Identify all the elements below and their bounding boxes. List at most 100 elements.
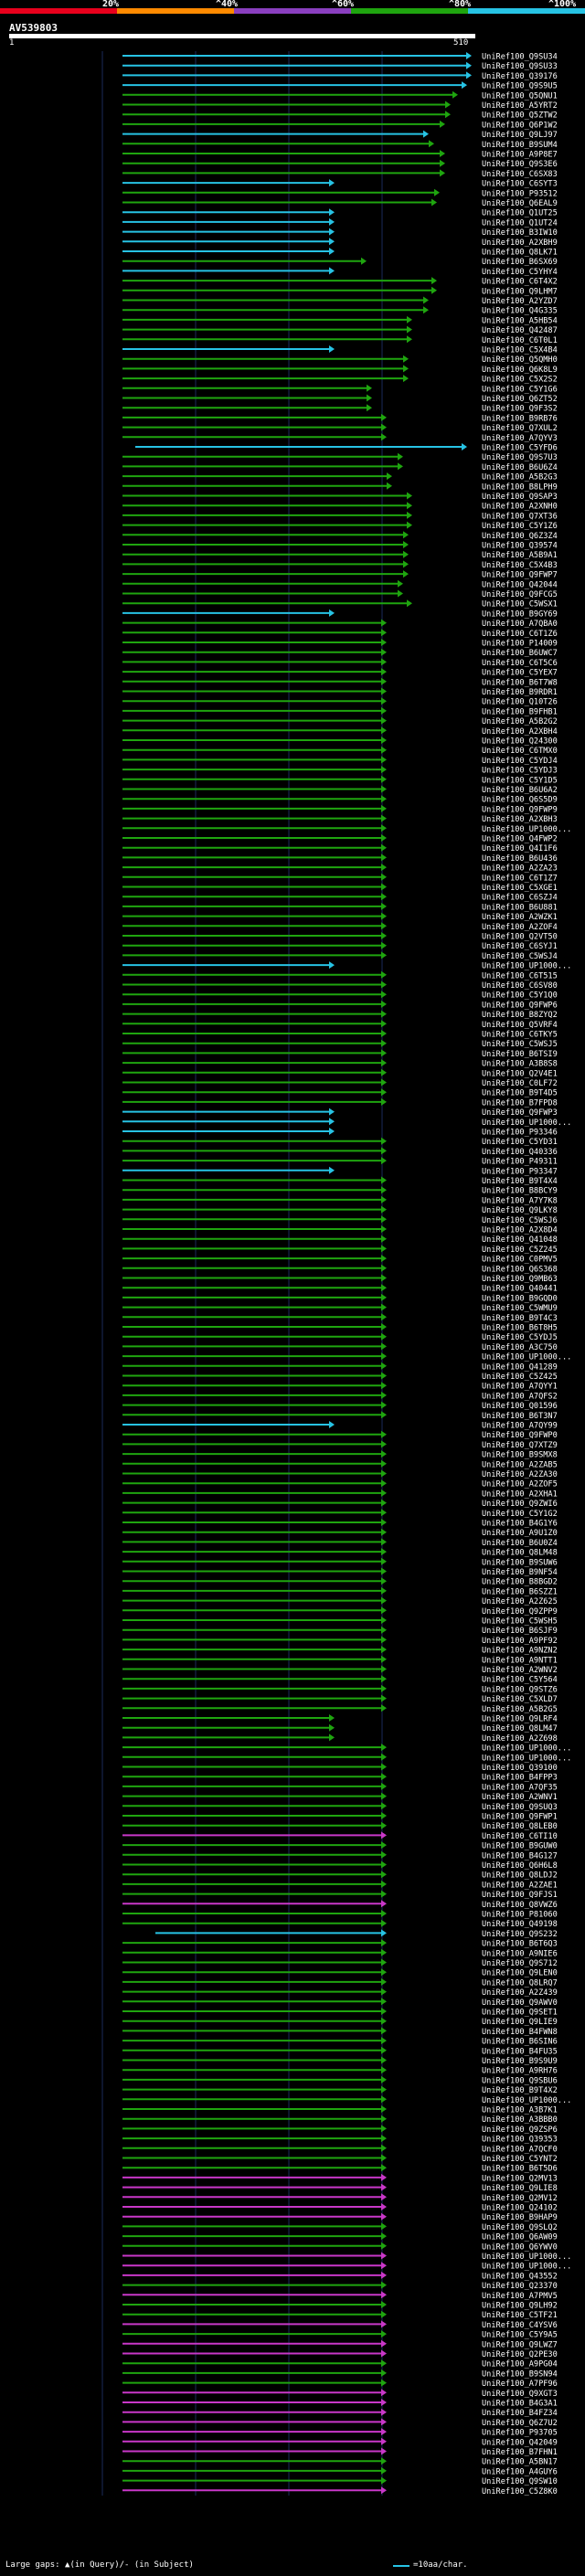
subject-label[interactable]: UniRef100_B4FWN8 (482, 2028, 558, 2037)
subject-label[interactable]: UniRef100_A7PMV5 (482, 2292, 558, 2301)
subject-label[interactable]: UniRef100_Q8LEB0 (482, 1822, 558, 1831)
subject-label[interactable]: UniRef100_Q8LM47 (482, 1724, 558, 1733)
subject-label[interactable]: UniRef100_A7Y7K8 (482, 1196, 558, 1205)
subject-label[interactable]: UniRef100_C5Z425 (482, 1373, 558, 1382)
subject-label[interactable]: UniRef100_B8BGD2 (482, 1578, 558, 1587)
subject-label[interactable]: UniRef100_Q9FWP7 (482, 571, 558, 580)
subject-label[interactable]: UniRef100_C5X4B4 (482, 346, 558, 355)
subject-label[interactable]: UniRef100_A5YRT2 (482, 101, 558, 111)
subject-label[interactable]: UniRef100_Q9FWP3 (482, 1108, 558, 1118)
subject-label[interactable]: UniRef100_C5WSX1 (482, 600, 558, 610)
subject-label[interactable]: UniRef100_A2ZAE1 (482, 1881, 558, 1890)
subject-label[interactable]: UniRef100_Q10T26 (482, 698, 558, 707)
subject-label[interactable]: UniRef100_A3BBB0 (482, 2115, 558, 2125)
subject-label[interactable]: UniRef100_UP1000... (482, 962, 571, 971)
subject-label[interactable]: UniRef100_A2Z625 (482, 1597, 558, 1606)
subject-label[interactable]: UniRef100_B9GUW0 (482, 1842, 558, 1851)
subject-label[interactable]: UniRef100_C5Y1Z6 (482, 522, 558, 531)
subject-label[interactable]: UniRef100_C5YEX7 (482, 669, 558, 678)
subject-label[interactable]: UniRef100_UP1000... (482, 825, 571, 834)
subject-label[interactable]: UniRef100_A2ZA30 (482, 1470, 558, 1479)
subject-label[interactable]: UniRef100_A7QYV3 (482, 434, 558, 443)
subject-label[interactable]: UniRef100_B8ZYQ2 (482, 1011, 558, 1020)
subject-label[interactable]: UniRef100_P81060 (482, 1911, 558, 1920)
subject-label[interactable]: UniRef100_B6T7W8 (482, 678, 558, 687)
subject-label[interactable]: UniRef100_A2XBH9 (482, 239, 558, 248)
subject-label[interactable]: UniRef100_B6U0Z4 (482, 1539, 558, 1548)
subject-label[interactable]: UniRef100_C5Y1G6 (482, 385, 558, 394)
subject-label[interactable]: UniRef100_Q39100 (482, 1764, 558, 1773)
subject-label[interactable]: UniRef100_Q4I1F6 (482, 844, 558, 853)
subject-label[interactable]: UniRef100_C6SYT3 (482, 180, 558, 189)
subject-label[interactable]: UniRef100_Q6Z3Z4 (482, 532, 558, 541)
subject-label[interactable]: UniRef100_C5WSJ6 (482, 1216, 558, 1225)
subject-label[interactable]: UniRef100_Q4FWP2 (482, 835, 558, 844)
subject-label[interactable]: UniRef100_A2XNH0 (482, 503, 558, 512)
subject-label[interactable]: UniRef100_B9S9U9 (482, 2057, 558, 2066)
subject-label[interactable]: UniRef100_Q9STZ6 (482, 1685, 558, 1694)
subject-label[interactable]: UniRef100_C6T1Z6 (482, 630, 558, 639)
subject-label[interactable]: UniRef100_Q9AWV0 (482, 1998, 558, 2008)
subject-label[interactable]: UniRef100_B9T4C3 (482, 1314, 558, 1323)
subject-label[interactable]: UniRef100_Q1UT24 (482, 218, 558, 228)
subject-label[interactable]: UniRef100_Q42049 (482, 2438, 558, 2447)
subject-label[interactable]: UniRef100_C6SYJ1 (482, 942, 558, 951)
subject-label[interactable]: UniRef100_B6SIN6 (482, 2038, 558, 2047)
subject-label[interactable]: UniRef100_B9NF54 (482, 1568, 558, 1577)
subject-label[interactable]: UniRef100_C5TF21 (482, 2311, 558, 2320)
subject-label[interactable]: UniRef100_C6TI10 (482, 1832, 558, 1841)
subject-label[interactable]: UniRef100_B4FPP3 (482, 1774, 558, 1783)
subject-label[interactable]: UniRef100_Q9SLQ2 (482, 2223, 558, 2232)
subject-label[interactable]: UniRef100_B6T3N7 (482, 1412, 558, 1421)
subject-label[interactable]: UniRef100_Q9LEN0 (482, 1969, 558, 1978)
subject-label[interactable]: UniRef100_Q6H6L8 (482, 1861, 558, 1871)
subject-label[interactable]: UniRef100_P93705 (482, 2429, 558, 2438)
subject-label[interactable]: UniRef100_C0LF72 (482, 1079, 558, 1088)
subject-label[interactable]: UniRef100_C6T0L1 (482, 336, 558, 345)
subject-label[interactable]: UniRef100_Q9S232 (482, 1930, 558, 1939)
subject-label[interactable]: UniRef100_A2ZAB5 (482, 1460, 558, 1469)
subject-label[interactable]: UniRef100_A9P8E7 (482, 151, 558, 160)
subject-label[interactable]: UniRef100_B9HAP9 (482, 2213, 558, 2222)
subject-label[interactable]: UniRef100_A7QFS2 (482, 1392, 558, 1401)
subject-label[interactable]: UniRef100_A9NIE6 (482, 1949, 558, 1958)
subject-label[interactable]: UniRef100_Q8LM48 (482, 1549, 558, 1558)
subject-label[interactable]: UniRef100_Q6K8L9 (482, 366, 558, 375)
subject-label[interactable]: UniRef100_Q9S7U3 (482, 453, 558, 462)
subject-label[interactable]: UniRef100_C5Y1Q0 (482, 991, 558, 1001)
subject-label[interactable]: UniRef100_Q7XTZ9 (482, 1441, 558, 1450)
subject-label[interactable]: UniRef100_A9RH76 (482, 2067, 558, 2076)
subject-label[interactable]: UniRef100_B4FU35 (482, 2047, 558, 2056)
subject-label[interactable]: UniRef100_B9GY69 (482, 610, 558, 619)
subject-label[interactable]: UniRef100_Q9ZSP6 (482, 2125, 558, 2135)
subject-label[interactable]: UniRef100_Q5VRF4 (482, 1021, 558, 1030)
subject-label[interactable]: UniRef100_UP1000... (482, 1744, 571, 1754)
subject-label[interactable]: UniRef100_B6T8H5 (482, 1324, 558, 1333)
subject-label[interactable]: UniRef100_Q9S9U5 (482, 82, 558, 91)
subject-label[interactable]: UniRef100_Q24102 (482, 2204, 558, 2213)
subject-label[interactable]: UniRef100_B6T6Q3 (482, 1940, 558, 1949)
subject-label[interactable]: UniRef100_Q2VT50 (482, 933, 558, 942)
subject-label[interactable]: UniRef100_A9PG04 (482, 2360, 558, 2369)
subject-label[interactable]: UniRef100_A2XBH4 (482, 727, 558, 737)
subject-label[interactable]: UniRef100_C5X2S2 (482, 376, 558, 385)
subject-label[interactable]: UniRef100_Q42487 (482, 326, 558, 335)
subject-label[interactable]: UniRef100_A9PF92 (482, 1637, 558, 1646)
subject-label[interactable]: UniRef100_Q9SET1 (482, 2009, 558, 2018)
subject-label[interactable]: UniRef100_Q40441 (482, 1285, 558, 1294)
subject-label[interactable]: UniRef100_A2ZOF4 (482, 923, 558, 932)
subject-label[interactable]: UniRef100_Q24300 (482, 737, 558, 747)
subject-label[interactable]: UniRef100_A2ZOF5 (482, 1480, 558, 1489)
subject-label[interactable]: UniRef100_Q6EAL9 (482, 199, 558, 208)
subject-label[interactable]: UniRef100_C5YFD6 (482, 444, 558, 453)
subject-label[interactable]: UniRef100_B4G1Y6 (482, 1520, 558, 1529)
subject-label[interactable]: UniRef100_A3B8S8 (482, 1060, 558, 1069)
subject-label[interactable]: UniRef100_C5Z245 (482, 1246, 558, 1255)
subject-label[interactable]: UniRef100_B7FPD8 (482, 1098, 558, 1108)
subject-label[interactable]: UniRef100_B6T5D6 (482, 2165, 558, 2174)
subject-label[interactable]: UniRef100_A5B9A1 (482, 551, 558, 560)
subject-label[interactable]: UniRef100_A5B2G2 (482, 717, 558, 726)
subject-label[interactable]: UniRef100_B9SUW6 (482, 1558, 558, 1567)
subject-label[interactable]: UniRef100_A2ZA23 (482, 864, 558, 874)
subject-label[interactable]: UniRef100_Q40336 (482, 1148, 558, 1157)
